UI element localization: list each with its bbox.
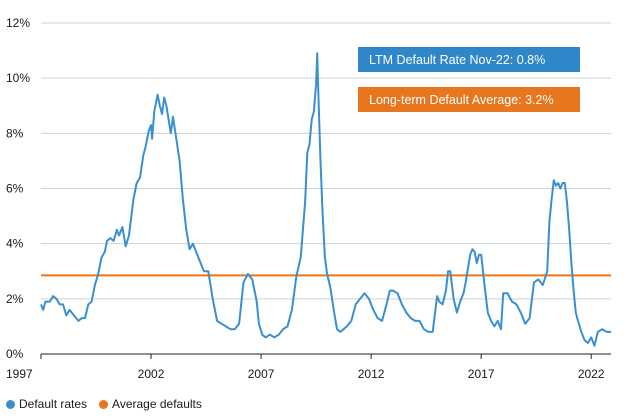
y-tick-label: 12% (6, 16, 30, 30)
x-tick-label: 2007 (248, 367, 275, 381)
y-tick-label: 10% (6, 71, 30, 85)
x-tick-label: 2002 (138, 367, 165, 381)
y-axis-tick-labels: 0% 2% 4% 6% 8% 10% 12% (6, 16, 30, 361)
legend-marker-default-rates (6, 399, 15, 409)
average-callout-box (358, 87, 580, 112)
x-tick-label: 2017 (468, 367, 495, 381)
y-tick-label: 8% (6, 126, 24, 140)
average-callout: Long-term Default Average: 3.2% (358, 87, 580, 112)
y-tick-label: 4% (6, 237, 24, 251)
legend-item-default-rates: Default rates (6, 397, 87, 411)
ltm-callout: LTM Default Rate Nov-22: 0.8% (358, 47, 580, 72)
x-tick-label: 1997 (6, 367, 33, 381)
chart-legend: Default rates Average defaults (6, 397, 202, 411)
ltm-callout-text: LTM Default Rate Nov-22: 0.8% (369, 53, 545, 67)
x-tick-label: 2012 (358, 367, 385, 381)
y-tick-label: 2% (6, 292, 24, 306)
default-rates-line (40, 52, 611, 347)
y-tick-label: 6% (6, 182, 24, 196)
legend-label-average-defaults: Average defaults (112, 397, 202, 411)
legend-label-default-rates: Default rates (19, 397, 88, 411)
x-tick-label: 2022 (578, 367, 605, 381)
average-callout-text: Long-term Default Average: 3.2% (369, 93, 554, 107)
legend-marker-average-defaults (99, 399, 109, 409)
legend-item-average-defaults: Average defaults (99, 397, 202, 411)
x-axis-tick-labels: 1997 2002 2007 2012 2017 2022 (6, 354, 605, 381)
y-tick-label: 0% (6, 347, 24, 361)
ltm-callout-box (358, 47, 580, 72)
